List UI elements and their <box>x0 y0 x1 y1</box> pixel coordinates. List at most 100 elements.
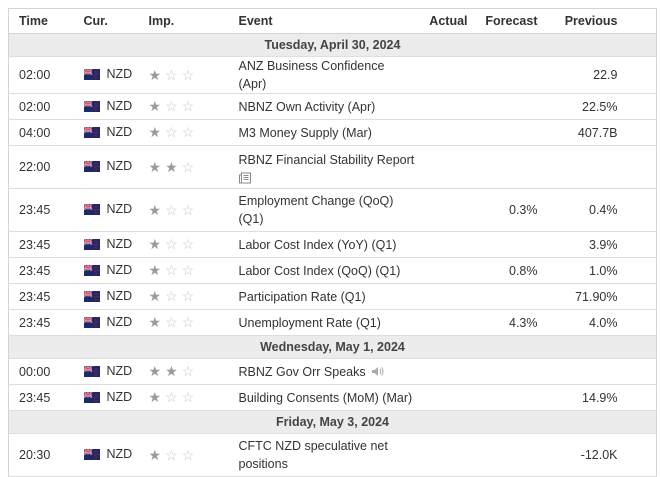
spacer <box>625 119 657 146</box>
date-label: Tuesday, April 30, 2024 <box>8 33 657 57</box>
spacer <box>625 358 657 385</box>
previous <box>545 145 626 189</box>
event: Unemployment Rate (Q1) <box>228 309 421 336</box>
forecast <box>475 283 546 310</box>
time: 23:45 <box>8 384 79 411</box>
event-name: Unemployment Rate (Q1) <box>238 315 381 330</box>
currency-code: NZD <box>106 67 133 81</box>
flag <box>84 239 100 253</box>
currency: NZD <box>78 309 141 336</box>
spacer <box>625 93 657 120</box>
currency-code: NZD <box>106 262 133 277</box>
event-icon <box>366 365 384 379</box>
currency: NZD <box>78 188 141 232</box>
date-label: Wednesday, May 1, 2024 <box>8 335 657 359</box>
previous <box>545 358 626 385</box>
star: ★ <box>148 236 162 252</box>
event: CFTC NZD speculative net positions <box>228 433 421 477</box>
event-row[interactable]: 02:00 NZD ★ ☆ ☆ NBNZ Own Activity (Apr) 22.5% <box>8 93 657 120</box>
currency: NZD <box>78 384 141 411</box>
event: M3 Money Supply (Mar) <box>228 119 421 146</box>
star: ☆ <box>181 314 195 330</box>
star: ★ <box>165 158 178 175</box>
event: Labor Cost Index (QoQ) (Q1) <box>228 257 421 284</box>
event-row[interactable]: 04:00 NZD ★ ☆ ☆ M3 Money Supply (Mar) 407.7B <box>8 119 657 146</box>
importance: ★ ☆ ☆ <box>140 119 229 146</box>
actual <box>420 283 476 310</box>
event-name: Labor Cost Index (QoQ) (Q1) <box>238 263 401 278</box>
flag <box>84 69 100 83</box>
date-label: Friday, May 3, 2024 <box>8 410 657 434</box>
importance: ★ ☆ ☆ <box>140 433 229 477</box>
event: RBNZ Financial Stability Report <box>228 145 421 189</box>
event: Labor Cost Index (YoY) (Q1) <box>228 231 421 258</box>
currency-code: NZD <box>106 124 133 139</box>
currency: NZD <box>78 257 141 284</box>
flag <box>84 291 100 305</box>
currency-code: NZD <box>106 447 133 461</box>
currency-code: NZD <box>106 159 133 173</box>
star: ☆ <box>181 262 195 278</box>
event: Employment Change (QoQ) (Q1) <box>228 188 421 232</box>
currency: NZD <box>78 119 141 146</box>
importance: ★ ☆ ☆ <box>140 93 229 120</box>
event-row[interactable]: 23:45 NZD ★ ☆ ☆ Unemployment Rate (Q1) 4.3% 4.0… <box>8 309 657 336</box>
forecast <box>475 56 546 94</box>
spacer <box>625 231 657 258</box>
flag <box>84 366 100 380</box>
star: ★ <box>148 363 162 379</box>
forecast <box>475 384 546 411</box>
star: ☆ <box>165 236 178 252</box>
actual <box>420 257 476 284</box>
previous: 0.4% <box>545 188 626 232</box>
previous: 3.9% <box>545 231 626 258</box>
event-row[interactable]: 22:00 NZD ★ ★ ☆ RBNZ Financial Stability Repo… <box>8 145 657 189</box>
event-row[interactable]: 20:30 NZD ★ ☆ ☆ CFTC NZD speculative net posi… <box>8 433 657 477</box>
spacer <box>625 257 657 284</box>
event-row[interactable]: 00:00 NZD ★ ★ ☆ RBNZ Gov Orr Speaks <box>8 358 657 385</box>
previous: 1.0% <box>545 257 626 284</box>
actual <box>420 309 476 336</box>
forecast <box>475 145 546 189</box>
time: 23:45 <box>8 188 79 232</box>
star: ★ <box>148 288 162 304</box>
event-row[interactable]: 23:45 NZD ★ ☆ ☆ Employment Change (QoQ) (Q1) 0… <box>8 188 657 232</box>
col-header: Event <box>228 8 421 34</box>
star: ☆ <box>181 236 195 252</box>
forecast: 4.3% <box>475 309 546 336</box>
currency: NZD <box>78 283 141 310</box>
currency: NZD <box>78 231 141 258</box>
col-header: Cur. <box>78 8 141 34</box>
forecast <box>475 358 546 385</box>
event: ANZ Business Confidence (Apr) <box>228 56 421 94</box>
currency-code: NZD <box>106 389 133 404</box>
date-row: Friday, May 3, 2024 <box>8 410 657 434</box>
currency: NZD <box>78 358 141 385</box>
event-row[interactable]: 23:45 NZD ★ ☆ ☆ Labor Cost Index (YoY) (Q1) 3.… <box>8 231 657 258</box>
forecast <box>475 93 546 120</box>
star: ☆ <box>165 262 178 278</box>
event-row[interactable]: 02:00 NZD ★ ☆ ☆ ANZ Business Confidence (Apr)… <box>8 56 657 94</box>
event: NBNZ Own Activity (Apr) <box>228 93 421 120</box>
event-name: Employment Change (QoQ) (Q1) <box>238 194 394 226</box>
event-name: RBNZ Financial Stability Report <box>238 152 415 167</box>
event-row[interactable]: 23:45 NZD ★ ☆ ☆ Participation Rate (Q1) 71.90% <box>8 283 657 310</box>
importance: ★ ★ ☆ <box>140 358 229 385</box>
time: 00:00 <box>8 358 79 385</box>
actual <box>420 188 476 232</box>
col-header: Actual <box>420 8 476 34</box>
event-name: CFTC NZD speculative net positions <box>238 439 388 471</box>
previous: -12.0K <box>545 433 626 477</box>
star: ☆ <box>181 158 195 175</box>
currency: NZD <box>78 433 141 477</box>
flag <box>84 449 100 463</box>
actual <box>420 231 476 258</box>
forecast: 0.3% <box>475 188 546 232</box>
event-row[interactable]: 23:45 NZD ★ ☆ ☆ Labor Cost Index (QoQ) (Q1) 0.… <box>8 257 657 284</box>
event: Participation Rate (Q1) <box>228 283 421 310</box>
event-name: Participation Rate (Q1) <box>238 289 366 304</box>
previous: 71.90% <box>545 283 626 310</box>
event-name: Building Consents (MoM) (Mar) <box>238 390 413 405</box>
spacer <box>625 433 657 477</box>
event-row[interactable]: 23:45 NZD ★ ☆ ☆ Building Consents (MoM) (Mar)… <box>8 384 657 411</box>
